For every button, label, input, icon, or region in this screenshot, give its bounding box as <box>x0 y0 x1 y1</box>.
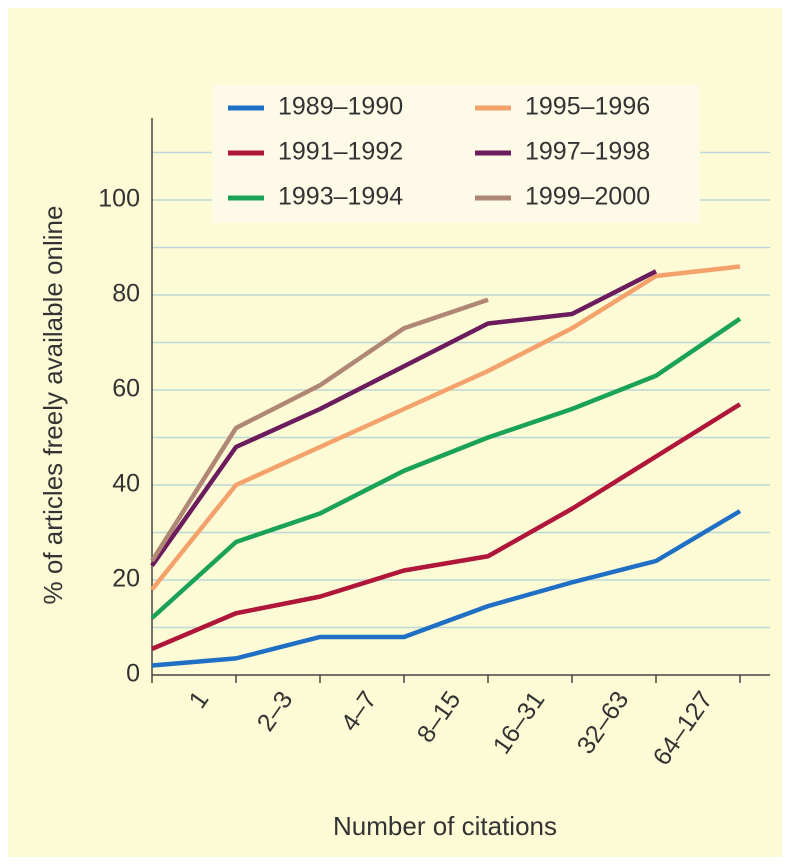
y-tick-label: 80 <box>112 280 140 308</box>
y-tick-label: 100 <box>98 185 140 213</box>
series-line <box>150 269 658 568</box>
y-tick-label: 20 <box>112 565 140 593</box>
legend-label: 1993–1994 <box>278 183 403 211</box>
y-axis-title: % of articles freely available online <box>38 206 68 605</box>
y-tick-label: 0 <box>126 660 140 688</box>
series-line <box>150 316 742 620</box>
series-line <box>150 297 489 563</box>
series-line <box>151 509 742 668</box>
y-tick-label: 60 <box>112 375 140 403</box>
legend-label: 1989–1990 <box>278 93 403 121</box>
legend-box <box>212 85 700 223</box>
y-tick-label: 40 <box>112 470 140 498</box>
series-line <box>150 264 741 591</box>
x-axis-title: Number of citations <box>333 811 557 841</box>
legend-label: 1999–2000 <box>525 183 650 211</box>
legend-label: 1997–1998 <box>525 138 650 166</box>
legend-label: 1991–1992 <box>278 138 403 166</box>
legend-label: 1995–1996 <box>525 93 650 121</box>
series-line <box>151 402 742 651</box>
